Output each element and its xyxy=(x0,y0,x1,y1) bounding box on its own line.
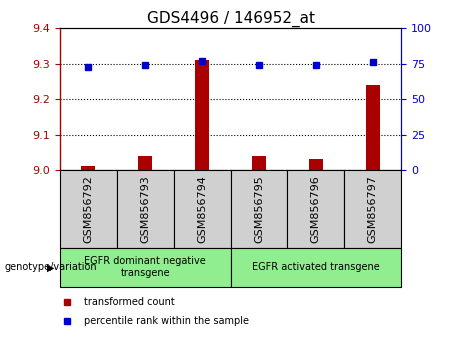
Text: GSM856792: GSM856792 xyxy=(83,175,94,243)
Bar xyxy=(252,156,266,170)
Text: genotype/variation: genotype/variation xyxy=(5,262,97,272)
Bar xyxy=(309,159,323,170)
Bar xyxy=(117,170,174,248)
Bar xyxy=(287,170,344,248)
Bar xyxy=(344,170,401,248)
Bar xyxy=(366,85,380,170)
Bar xyxy=(195,60,209,170)
Text: ▶: ▶ xyxy=(47,262,54,272)
Bar xyxy=(230,170,287,248)
Bar xyxy=(174,170,230,248)
Text: EGFR dominant negative
transgene: EGFR dominant negative transgene xyxy=(84,256,206,278)
Bar xyxy=(81,166,95,170)
Text: GSM856796: GSM856796 xyxy=(311,175,321,243)
Title: GDS4496 / 146952_at: GDS4496 / 146952_at xyxy=(147,11,314,27)
Text: GSM856793: GSM856793 xyxy=(140,175,150,243)
Text: percentile rank within the sample: percentile rank within the sample xyxy=(84,316,249,326)
Text: GSM856794: GSM856794 xyxy=(197,175,207,243)
Bar xyxy=(60,170,117,248)
Bar xyxy=(60,248,230,287)
Text: GSM856797: GSM856797 xyxy=(367,175,378,243)
Bar xyxy=(138,156,152,170)
Text: GSM856795: GSM856795 xyxy=(254,175,264,243)
Text: transformed count: transformed count xyxy=(84,297,175,307)
Text: EGFR activated transgene: EGFR activated transgene xyxy=(252,262,380,272)
Bar xyxy=(230,248,401,287)
